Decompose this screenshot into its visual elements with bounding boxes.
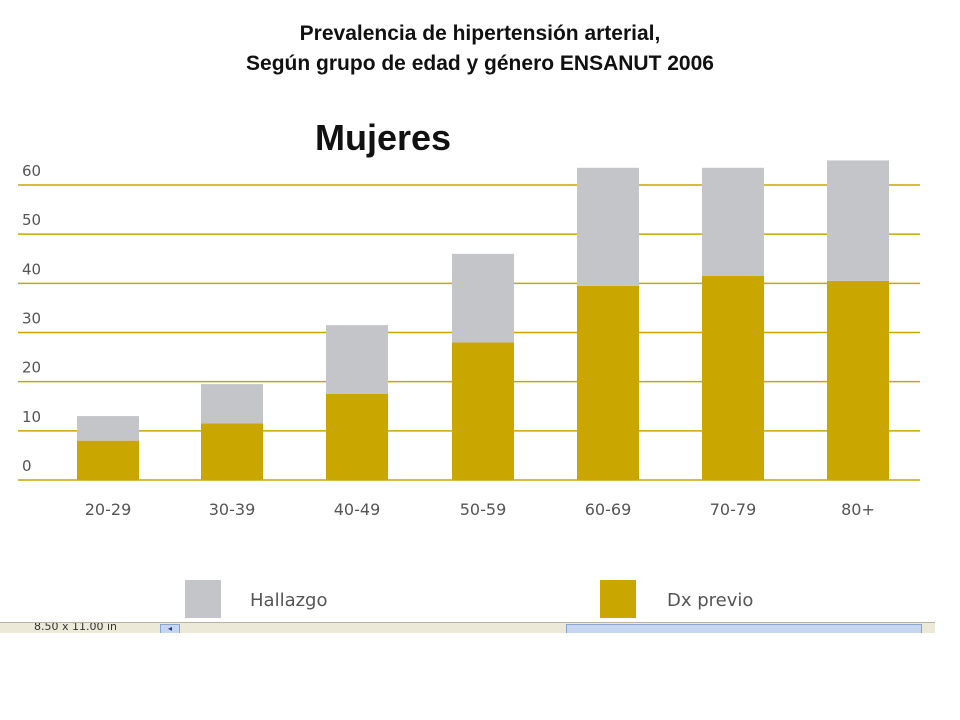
y-tick-label: 20 — [22, 359, 41, 377]
horizontal-scrollbar[interactable] — [566, 624, 922, 633]
bar-dx-previo — [577, 285, 639, 480]
y-tick-label: 0 — [22, 457, 32, 475]
y-tick-label: 30 — [22, 310, 41, 328]
y-tick-label: 60 — [22, 162, 41, 180]
chart-title-line2: Según grupo de edad y género ENSANUT 200… — [246, 52, 714, 75]
y-tick-label: 10 — [22, 408, 41, 426]
x-tick-label: 40-49 — [334, 500, 381, 519]
page-size-label: 8.50 x 11.00 in — [34, 622, 118, 633]
bar-hallazgo — [326, 325, 388, 394]
x-tick-label: 70-79 — [710, 500, 757, 519]
legend-label-dx-previo: Dx previo — [667, 590, 753, 611]
bar-dx-previo — [77, 440, 139, 480]
y-tick-label: 40 — [22, 260, 41, 278]
chart-title-line1: Prevalencia de hipertensión arterial, — [299, 22, 661, 45]
bar-hallazgo — [827, 160, 889, 281]
x-tick-label: 30-39 — [209, 500, 256, 519]
x-tick-label: 50-59 — [460, 500, 507, 519]
status-bar: 8.50 x 11.00 in ◂ — [0, 622, 935, 633]
bar-hallazgo — [702, 167, 764, 276]
bar-chart: 0 10 20 30 40 50 60 20-29 30-39 40-49 50-59 60-69 70… — [18, 160, 920, 618]
bar-hallazgo — [201, 384, 263, 424]
bar-dx-previo — [702, 275, 764, 480]
legend-swatch-hallazgo — [185, 580, 221, 618]
x-tick-label: 80+ — [841, 500, 875, 519]
legend-swatch-dx-previo — [600, 580, 636, 618]
chart-subtitle: Mujeres — [315, 117, 452, 158]
x-tick-label: 20-29 — [85, 500, 132, 519]
bar-dx-previo — [827, 280, 889, 480]
bar-hallazgo — [577, 167, 639, 286]
x-tick-label: 60-69 — [585, 500, 632, 519]
y-tick-label: 50 — [22, 211, 41, 229]
scroll-arrow-icon[interactable]: ◂ — [160, 624, 180, 633]
bar-hallazgo — [77, 416, 139, 441]
bar-dx-previo — [452, 342, 514, 480]
bar-dx-previo — [201, 423, 263, 480]
bar-hallazgo — [452, 253, 514, 343]
legend-label-hallazgo: Hallazgo — [250, 590, 327, 611]
bar-dx-previo — [326, 393, 388, 480]
